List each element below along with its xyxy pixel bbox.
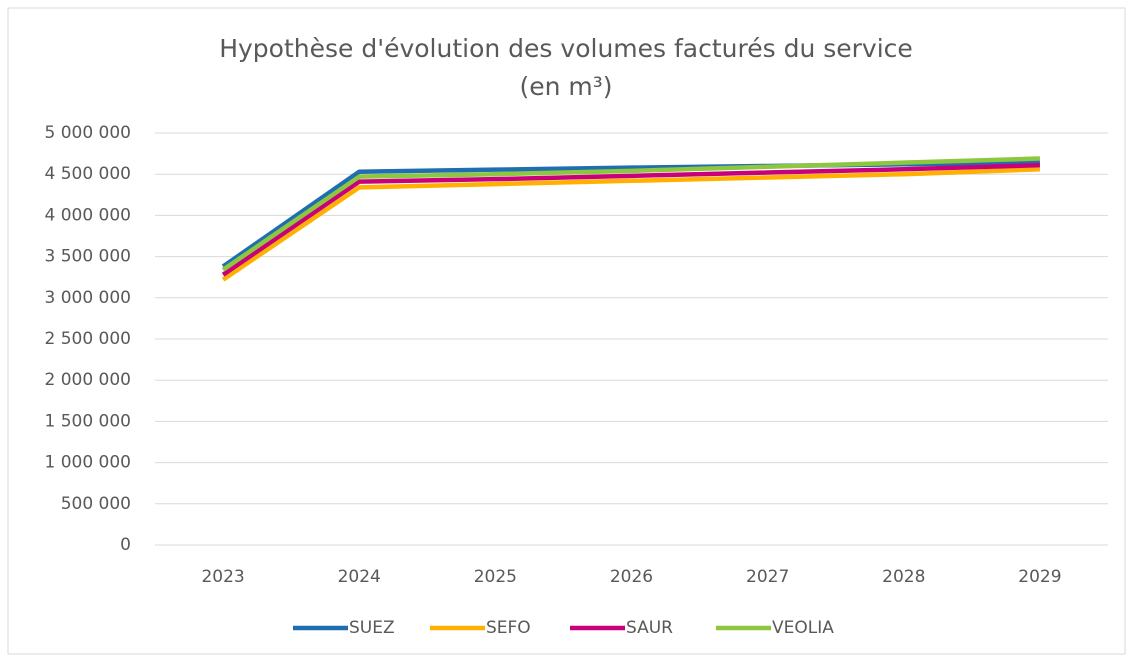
x-tick-label: 2024 bbox=[338, 567, 381, 587]
y-tick-label: 1 000 000 bbox=[44, 453, 131, 473]
x-tick-label: 2029 bbox=[1018, 567, 1061, 587]
series-line bbox=[221, 162, 1040, 277]
x-tick-label: 2023 bbox=[201, 567, 244, 587]
chart-title: (en m³) bbox=[519, 72, 612, 101]
legend-label: SAUR bbox=[626, 618, 673, 638]
y-tick-label: 0 bbox=[120, 535, 131, 555]
y-tick-label: 2 500 000 bbox=[44, 329, 131, 349]
legend-label: SEFO bbox=[486, 618, 531, 638]
y-tick-label: 5 000 000 bbox=[44, 123, 131, 143]
chart-frame bbox=[7, 7, 1126, 655]
legend-label: VEOLIA bbox=[772, 618, 834, 638]
y-tick-label: 500 000 bbox=[61, 494, 131, 514]
y-tick-label: 1 500 000 bbox=[44, 411, 131, 431]
y-tick-label: 3 500 000 bbox=[44, 247, 131, 267]
chart-title: Hypothèse d'évolution des volumes factur… bbox=[219, 34, 913, 63]
y-tick-label: 3 000 000 bbox=[44, 288, 131, 308]
y-tick-label: 4 500 000 bbox=[44, 164, 131, 184]
x-tick-label: 2028 bbox=[882, 567, 925, 587]
series-line bbox=[221, 156, 1040, 272]
x-tick-label: 2027 bbox=[746, 567, 789, 587]
x-tick-label: 2026 bbox=[610, 567, 653, 587]
y-tick-label: 2 000 000 bbox=[44, 370, 131, 390]
legend-label: SUEZ bbox=[349, 618, 395, 638]
y-tick-label: 4 000 000 bbox=[44, 205, 131, 225]
x-tick-label: 2025 bbox=[474, 567, 517, 587]
series-line bbox=[221, 167, 1041, 282]
